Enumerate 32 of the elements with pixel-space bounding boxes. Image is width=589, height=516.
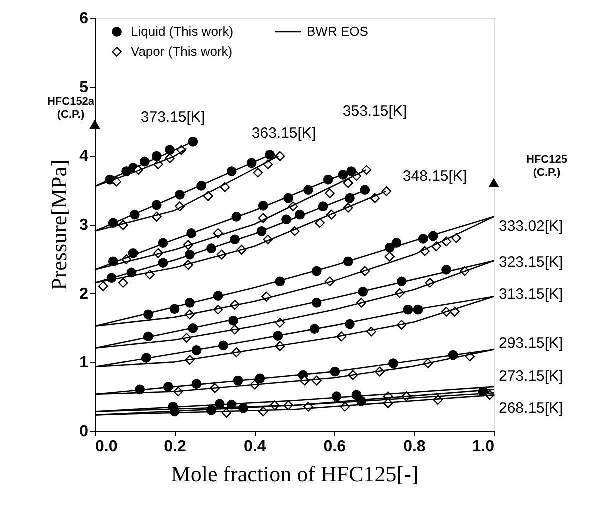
text: HFC125: [526, 154, 568, 166]
text: HFC152a: [47, 96, 96, 108]
text: 323.15[K]: [499, 254, 564, 271]
y-tick-label: 2: [80, 286, 89, 303]
x-tick-label: 1.0: [472, 438, 495, 456]
x-tick-label: 0.2: [164, 438, 187, 456]
text: 268.15[K]: [499, 400, 564, 417]
y-tick-label: 0: [80, 424, 89, 440]
text: 333.02[K]: [499, 218, 564, 235]
y-tick-label: 3: [80, 217, 89, 234]
legend-label: BWR EOS: [307, 24, 369, 39]
y-tick-label: 6: [80, 10, 89, 28]
x-tick-label: 0.0: [96, 438, 118, 456]
annotation: 363.15[K]: [252, 125, 316, 142]
legend-label: Vapor (This work): [131, 44, 233, 59]
x-axis-title: Mole fraction of HFC125[-]: [171, 462, 419, 486]
x-tick-label: 0.6: [324, 438, 346, 456]
annotation: 373.15[K]: [140, 109, 206, 126]
text: 273.15[K]: [499, 368, 564, 385]
text: (C.P.): [57, 109, 85, 121]
legend-label: Liquid (This work): [131, 24, 234, 39]
annotation: 353.15[K]: [342, 103, 408, 120]
y-axis-title: Pressure[MPa]: [46, 160, 72, 290]
y-tick-label: 1: [80, 354, 89, 372]
text: (C.P.): [533, 167, 561, 179]
x-tick-label: 0.4: [244, 438, 266, 456]
annotation: 348.15[K]: [402, 168, 468, 185]
y-tick-label: 4: [80, 148, 89, 166]
text: 313.15[K]: [499, 286, 564, 303]
x-tick-label: 0.8: [404, 438, 426, 456]
y-tick-label: 5: [80, 79, 89, 96]
text: 293.15[K]: [499, 335, 564, 352]
